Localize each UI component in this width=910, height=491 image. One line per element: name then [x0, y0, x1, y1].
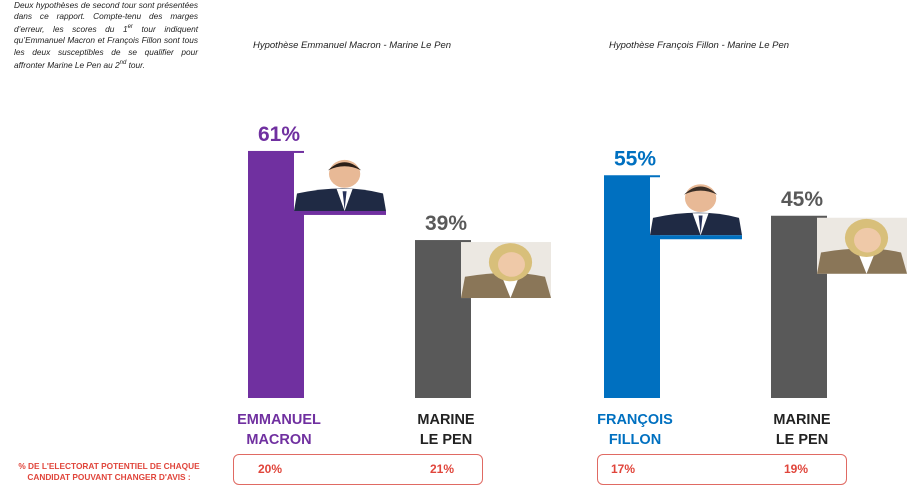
- chart-2-title: Hypothèse François Fillon - Marine Le Pe…: [609, 40, 790, 51]
- change-value-lepen-2: 19%: [784, 462, 809, 476]
- lepen-photo-2-2-face: [854, 227, 881, 253]
- fillon-photo-2-1-tie: [698, 215, 703, 235]
- change-value-macron: 20%: [258, 462, 283, 476]
- value-label-1-1: 61%: [258, 123, 300, 146]
- category-label-2-1-1: FRANÇOIS: [597, 412, 673, 428]
- lepen-photo-1-2: [461, 242, 551, 299]
- bar-accent-1: [294, 210, 386, 215]
- intro-text: Deux hypothèses de second tour sont prés…: [14, 0, 198, 71]
- change-value-lepen-1: 21%: [430, 462, 455, 476]
- change-footnote: % DE L'ELECTORAT POTENTIEL DE CHAQUE CAN…: [4, 461, 214, 483]
- change-footnote-line2: CANDIDAT POUVANT CHANGER D'AVIS :: [27, 472, 191, 482]
- change-box-1: 20% 21%: [233, 454, 483, 485]
- chart-1: 61% EMMANUEL MACRON 39% MARINE LE PEN: [237, 123, 551, 448]
- change-box-2: 17% 19%: [597, 454, 847, 485]
- chart-2: 55% FRANÇOIS FILLON 45% MARINE LE PEN: [597, 147, 907, 448]
- intro-text-part1: Deux hypothèses de second tour sont prés…: [14, 0, 198, 35]
- intro-text-part2: tour indiquent qu’Emmanuel Macron et Fra…: [14, 24, 198, 70]
- fillon-photo-2-1: [650, 177, 742, 236]
- category-label-1-1-2: MACRON: [246, 432, 311, 448]
- category-label-2-1-2: FILLON: [609, 432, 661, 448]
- change-value-fillon: 17%: [611, 462, 636, 476]
- intro-sup1: er: [127, 24, 133, 31]
- fillon-photo-2-1-suit: [650, 212, 742, 236]
- macron-photo-1-1-tie: [342, 191, 347, 210]
- fillon-photo-2-1-hair: [684, 186, 718, 195]
- category-label-1-1-1: EMMANUEL: [237, 412, 321, 428]
- intro-text-part3: tour.: [126, 59, 145, 70]
- lepen-photo-1-2-face: [498, 252, 525, 277]
- category-label-1-2-2: LE PEN: [420, 432, 472, 448]
- macron-photo-1-1-suit: [294, 188, 386, 211]
- intro-sup2: nd: [119, 59, 127, 66]
- bar-accent-2: [650, 235, 742, 240]
- macron-photo-1-1: [294, 152, 386, 211]
- category-label-1-2-1: MARINE: [417, 412, 475, 428]
- category-label-2-2-2: LE PEN: [776, 432, 828, 448]
- change-footnote-line1: % DE L'ELECTORAT POTENTIEL DE CHAQUE: [18, 461, 200, 471]
- chart-1-title: Hypothèse Emmanuel Macron - Marine Le Pe…: [253, 40, 452, 51]
- lepen-photo-1-2-shirt: [501, 275, 520, 299]
- lepen-photo-2-2: [817, 217, 907, 274]
- category-label-2-2-1: MARINE: [773, 412, 831, 428]
- value-label-1-2: 39%: [425, 212, 467, 235]
- macron-photo-1-1-hair: [328, 162, 362, 171]
- value-label-2-1: 55%: [614, 147, 656, 170]
- lepen-photo-2-2-shirt: [857, 251, 876, 274]
- value-label-2-2: 45%: [781, 188, 823, 211]
